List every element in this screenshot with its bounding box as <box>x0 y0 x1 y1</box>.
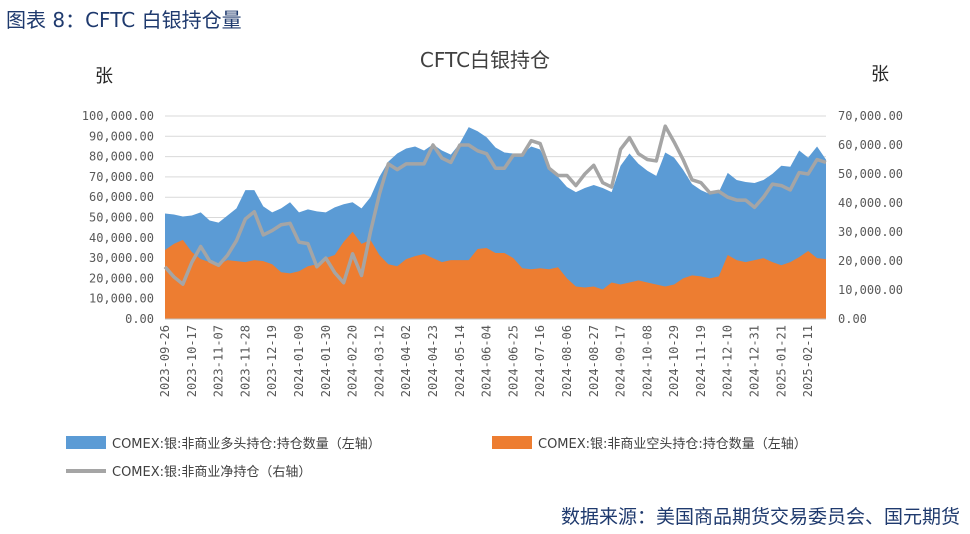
left-tick-label: 50,000.00 <box>89 211 154 225</box>
right-tick-label: 0.00 <box>838 312 867 326</box>
x-tick-label: 2023-11-07 <box>212 325 226 397</box>
x-tick-label: 2024-01-30 <box>319 325 333 397</box>
left-tick-label: 40,000.00 <box>89 231 154 245</box>
left-tick-label: 80,000.00 <box>89 150 154 164</box>
series-short-area <box>165 231 826 319</box>
right-tick-label: 30,000.00 <box>838 225 903 239</box>
left-axis-ticks: 0.00 10,000.00 20,000.00 30,000.00 40,000.00… <box>82 109 154 326</box>
x-tick-label: 2024-04-23 <box>426 325 440 397</box>
legend-label-short: COMEX:银:非商业空头持仓:持仓数量（左轴） <box>538 437 807 452</box>
right-axis-ticks: 0.00 10,000.00 20,000.00 30,000.00 40,000.00… <box>838 109 903 326</box>
x-tick-label: 2024-10-29 <box>667 325 681 397</box>
x-tick-label: 2025-01-21 <box>774 325 788 397</box>
x-tick-label: 2023-12-19 <box>265 325 279 397</box>
legend-label-net: COMEX:银:非商业净持仓（右轴） <box>112 465 311 480</box>
x-axis-ticks: 2023-09-26 2023-10-17 2023-11-07 2023-11-28… <box>158 325 815 397</box>
x-tick-label: 2024-12-10 <box>721 325 735 397</box>
x-tick-label: 2023-09-26 <box>158 325 172 397</box>
right-tick-label: 10,000.00 <box>838 283 903 297</box>
x-tick-label: 2023-11-28 <box>238 325 252 397</box>
x-tick-label: 2024-03-12 <box>372 325 386 397</box>
x-tick-label: 2023-10-17 <box>185 325 199 397</box>
right-tick-label: 40,000.00 <box>838 196 903 210</box>
right-tick-label: 20,000.00 <box>838 254 903 268</box>
left-axis-unit: 张 <box>95 66 113 87</box>
left-tick-label: 90,000.00 <box>89 129 154 143</box>
left-tick-label: 60,000.00 <box>89 190 154 204</box>
x-tick-label: 2024-02-20 <box>346 325 360 397</box>
legend-swatch-short <box>492 436 532 449</box>
x-tick-label: 2024-08-06 <box>560 325 574 397</box>
left-tick-label: 20,000.00 <box>89 271 154 285</box>
left-tick-label: 0.00 <box>125 312 154 326</box>
legend: COMEX:银:非商业多头持仓:持仓数量（左轴） COMEX:银:非商业空头持仓… <box>66 436 807 480</box>
left-tick-label: 70,000.00 <box>89 170 154 184</box>
x-tick-label: 2024-07-16 <box>533 325 547 397</box>
right-tick-label: 60,000.00 <box>838 138 903 152</box>
x-tick-label: 2024-10-08 <box>640 325 654 397</box>
left-tick-label: 100,000.00 <box>82 109 154 123</box>
x-tick-label: 2024-04-02 <box>399 325 413 397</box>
right-tick-label: 50,000.00 <box>838 167 903 181</box>
x-tick-label: 2024-12-31 <box>748 325 762 397</box>
x-tick-label: 2024-11-19 <box>694 325 708 397</box>
x-tick-label: 2024-09-17 <box>614 325 628 397</box>
left-tick-label: 30,000.00 <box>89 251 154 265</box>
x-tick-label: 2025-02-11 <box>801 325 815 397</box>
left-tick-label: 10,000.00 <box>89 292 154 306</box>
x-tick-label: 2024-06-04 <box>480 325 494 397</box>
x-tick-label: 2024-08-27 <box>587 325 601 397</box>
right-axis-unit: 张 <box>871 64 889 85</box>
source-note: 数据来源：美国商品期货交易委员会、国元期货 <box>560 506 960 528</box>
x-tick-label: 2024-06-25 <box>506 325 520 397</box>
x-tick-label: 2024-05-14 <box>453 325 467 397</box>
series-net-line <box>163 124 827 286</box>
chart-title: CFTC白银持仓 <box>420 48 550 72</box>
legend-swatch-long <box>66 436 106 449</box>
figure-title: 图表 8：CFTC 白银持仓量 <box>6 8 242 32</box>
x-tick-label: 2024-01-09 <box>292 325 306 397</box>
legend-label-long: COMEX:银:非商业多头持仓:持仓数量（左轴） <box>112 436 381 452</box>
plot-area <box>163 124 827 320</box>
right-tick-label: 70,000.00 <box>838 109 903 123</box>
